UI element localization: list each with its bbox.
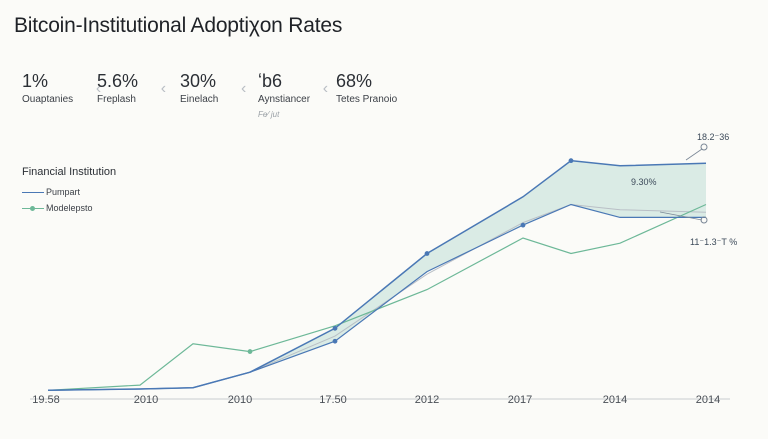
x-tick-label: 2014 [696, 394, 720, 406]
legend-item-pumpart: Pumpart [22, 184, 116, 200]
band-area [48, 160, 706, 391]
annotation-mid: 9.30% [631, 177, 657, 187]
x-tick-label: 17.50 [319, 394, 347, 406]
legend-label-pumpart: Pumpart [46, 187, 81, 197]
kpi-2-label: Freplash [97, 94, 136, 105]
leader-line [685, 148, 703, 161]
kpi-3-label: Einelach [180, 94, 219, 105]
kpi-4-sub: Fe⁄ jut [258, 110, 280, 119]
series-line-modelepsto [47, 203, 707, 391]
chevron-left-icon: ‹ [160, 80, 167, 97]
legend-swatch-modelepsto [22, 205, 44, 211]
legend-item-modelepsto: Modelepsto [22, 200, 116, 216]
chart-title: Bitcoin-Institutional Adoptiχon Rates [14, 14, 343, 37]
legend-title: Financial Institution [22, 166, 117, 178]
kpi-2-value: 5.6% [97, 71, 139, 91]
data-point [332, 325, 338, 331]
annotation-top-right: 18.2⁻36 [697, 132, 729, 142]
kpi-5-value: 68% [336, 71, 373, 91]
data-point [332, 338, 338, 344]
leader-line [659, 211, 703, 221]
kpi-3: 30% Einelach ‹ [180, 70, 246, 107]
kpi-4-label: Aynstiancer [258, 94, 311, 105]
x-tick-label: 2012 [415, 394, 439, 406]
chevron-left-icon: ‹ [241, 80, 247, 97]
chevron-left-icon: ‹ [322, 80, 329, 97]
kpi-2: 5.6% Freplash ‹ [97, 70, 166, 107]
data-point [247, 349, 253, 354]
kpi-5: 68% Tetes Pranoio [336, 70, 397, 107]
x-tick-label: 2010 [228, 394, 252, 406]
kpi-1: 1% Ouaptanies ‹ [22, 70, 101, 107]
legend-swatch-pumpart [22, 191, 44, 193]
kpi-4: ʻb6 Aynstiancer Fe⁄ jut ‹ [258, 70, 328, 121]
x-tick-label: 2017 [508, 394, 532, 406]
data-point [424, 251, 430, 256]
kpi-5-label: Tetes Pranoio [336, 94, 398, 105]
kpi-1-label: Ouaptanies [22, 94, 74, 105]
data-point [520, 222, 526, 228]
kpi-1-value: 1% [22, 71, 49, 91]
data-point [568, 158, 574, 164]
kpi-4-value: ʻb6 [258, 71, 283, 91]
annotation-bottom-right: 11⁻1.3⁻T % [690, 237, 737, 247]
legend: Financial Institution Pumpart Modelepsto [22, 166, 116, 216]
x-tick-label: 2014 [603, 394, 627, 406]
end-marker-top [700, 143, 708, 151]
x-tick-label: 19.58 [32, 394, 60, 406]
legend-dot [30, 205, 35, 211]
kpi-row: 1% Ouaptanies ‹ 5.6% Freplash ‹ 30% Eine… [0, 70, 768, 120]
x-tick-label: 2010 [134, 394, 158, 406]
legend-label-modelepsto: Modelepsto [46, 203, 93, 213]
series-line-pumpart [47, 159, 707, 392]
kpi-3-value: 30% [180, 71, 217, 91]
chevron-left-icon: ‹ [95, 80, 102, 97]
